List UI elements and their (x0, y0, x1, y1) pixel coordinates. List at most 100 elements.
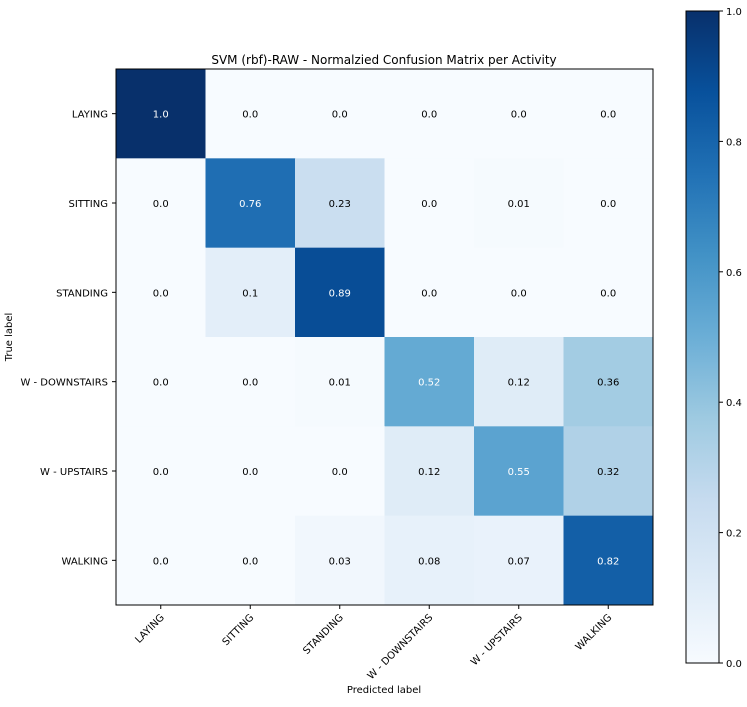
cell-value-label: 0.01 (508, 199, 530, 210)
heatmap-cell (116, 247, 206, 338)
heatmap-cell (384, 69, 475, 159)
cell-value-label: 0.89 (329, 288, 351, 299)
heatmap-cell (116, 69, 206, 159)
colorbar: 0.0 0.2 0.4 0.6 0.8 1.0 (685, 7, 742, 670)
heatmap-cell (563, 69, 654, 159)
cell-value-label: 0.03 (329, 556, 351, 567)
heatmap-cell (205, 426, 296, 517)
cell-value-labels: 1.0 0.0 0.0 0.0 0.0 0.0 0.0 0.76 0.23 0.0 0.01 0.0 0… (153, 110, 620, 568)
heatmap-cell (384, 426, 475, 517)
cell-value-label: 0.36 (597, 378, 619, 389)
heatmap-cell (205, 515, 296, 606)
colorbar-tick-label: 0.2 (726, 529, 742, 540)
cell-value-label: 0.0 (153, 288, 169, 299)
heatmap-cell (295, 426, 385, 517)
x-tick-label: STANDING (301, 612, 345, 656)
cell-value-label: 0.0 (511, 288, 527, 299)
heatmap-cells (116, 69, 654, 606)
cell-value-label: 0.07 (508, 556, 530, 567)
cell-value-label: 0.0 (511, 110, 527, 121)
cell-value-label: 0.0 (421, 288, 437, 299)
heatmap-cell (563, 158, 654, 249)
cell-value-label: 0.0 (242, 556, 258, 567)
heatmap-cell (474, 158, 564, 249)
cell-value-label: 0.0 (332, 467, 348, 478)
plot-frame (115, 68, 654, 606)
cell-value-label: 0.0 (421, 110, 437, 121)
heatmap-cell (563, 247, 654, 338)
cell-value-label: 0.52 (418, 378, 440, 389)
y-axis-label: True label (4, 313, 15, 363)
cell-value-label: 0.0 (421, 199, 437, 210)
heatmap-cell (116, 515, 206, 606)
heatmap-cell (295, 515, 385, 606)
cell-value-label: 0.12 (418, 467, 440, 478)
x-tick-label: LAYING (134, 612, 167, 645)
y-tick-label: STANDING (56, 288, 108, 299)
cell-value-label: 0.0 (242, 110, 258, 121)
cell-value-label: 0.0 (332, 110, 348, 121)
heatmap-cell (205, 69, 296, 159)
colorbar-tick-label: 0.8 (726, 137, 742, 148)
heatmap-cell (295, 247, 385, 338)
chart-title: SVM (rbf)-RAW - Normalzied Confusion Mat… (211, 53, 556, 67)
heatmap-cell (205, 247, 296, 338)
cell-value-label: 0.0 (600, 199, 616, 210)
heatmap-cell (116, 426, 206, 517)
colorbar-gradient (685, 10, 720, 664)
cell-value-label: 0.0 (600, 110, 616, 121)
heatmap-cell (116, 158, 206, 249)
heatmap-cell (563, 426, 654, 517)
y-tick-label: LAYING (72, 110, 108, 121)
heatmap-cell (295, 158, 385, 249)
colorbar-tick-label: 0.4 (726, 398, 742, 409)
y-tick-label: SITTING (68, 199, 108, 210)
x-axis-ticks: LAYING SITTING STANDING W - DOWNSTAIRS W - U… (134, 605, 615, 682)
cell-value-label: 1.0 (153, 110, 169, 121)
heatmap-cell (295, 69, 385, 159)
heatmap-cell (563, 337, 654, 427)
y-tick-label: WALKING (62, 556, 109, 567)
heatmap-cell (116, 337, 206, 427)
colorbar-tick-label: 0.0 (726, 659, 742, 670)
heatmap-cell (474, 69, 564, 159)
heatmap-cell (474, 426, 564, 517)
cell-value-label: 0.76 (239, 199, 261, 210)
colorbar-ticks: 0.0 0.2 0.4 0.6 0.8 1.0 (719, 7, 742, 670)
heatmap-cell (384, 247, 475, 338)
x-axis-label: Predicted label (347, 685, 421, 696)
cell-value-label: 0.55 (508, 467, 530, 478)
x-tick-label: SITTING (221, 612, 257, 648)
heatmap-cell (205, 158, 296, 249)
heatmap-cell (205, 337, 296, 427)
cell-value-label: 0.0 (600, 288, 616, 299)
cell-value-label: 0.0 (153, 556, 169, 567)
x-tick-label: W - UPSTAIRS (469, 612, 525, 668)
cell-value-label: 0.01 (329, 378, 351, 389)
cell-value-label: 0.0 (242, 467, 258, 478)
x-tick-label: WALKING (574, 612, 615, 653)
colorbar-tick-label: 1.0 (726, 7, 742, 18)
heatmap-cell (384, 515, 475, 606)
heatmap-cell (384, 158, 475, 249)
cell-value-label: 0.0 (153, 199, 169, 210)
cell-value-label: 0.1 (242, 288, 258, 299)
cell-value-label: 0.32 (597, 467, 619, 478)
cell-value-label: 0.82 (597, 556, 619, 567)
cell-value-label: 0.23 (329, 199, 351, 210)
cell-value-label: 0.0 (153, 378, 169, 389)
heatmap-cell (474, 337, 564, 427)
heatmap-cell (295, 337, 385, 427)
y-axis-ticks: LAYING SITTING STANDING W - DOWNSTAIRS W - U… (20, 110, 116, 567)
cell-value-label: 0.08 (418, 556, 440, 567)
x-tick-label: W - DOWNSTAIRS (366, 612, 436, 682)
heatmap-cell (384, 337, 475, 427)
cell-value-label: 0.0 (153, 467, 169, 478)
y-tick-label: W - DOWNSTAIRS (20, 378, 108, 389)
heatmap-cell (474, 515, 564, 606)
heatmap-cell (563, 515, 654, 606)
y-tick-label: W - UPSTAIRS (40, 467, 108, 478)
cell-value-label: 0.0 (242, 378, 258, 389)
